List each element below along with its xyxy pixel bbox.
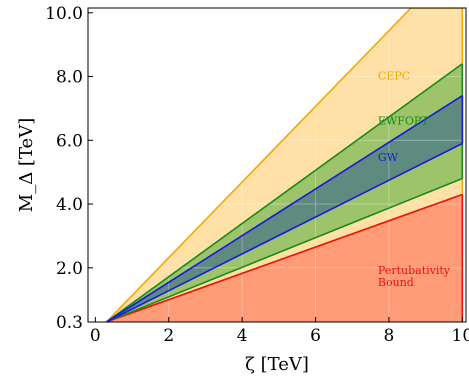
annotation-2: GW [378, 151, 399, 164]
annotation-3-line-0: Pertubativity [378, 264, 451, 277]
y-tick-label-5: 10.0 [45, 4, 83, 24]
annotation-3-line-1: Bound [378, 276, 414, 289]
line-pertubativity-bound-upper [106, 193, 463, 322]
y-tick-label-4: 8.0 [56, 68, 83, 88]
line-ewfopt-lower [106, 177, 463, 322]
annotation-3: Pertubativity Bound [378, 264, 451, 289]
annotation-0: CEPC [378, 70, 410, 83]
y-tick-label-1: 2.0 [56, 259, 83, 279]
x-tick-label-0: 0 [90, 326, 101, 346]
line-gw-upper [105, 94, 463, 322]
y-tick-label-3: 6.0 [56, 131, 83, 151]
annotation-1: EWFOPT [378, 114, 429, 127]
x-tick-label-2: 4 [237, 326, 248, 346]
line-gw-lower [105, 142, 463, 322]
x-axis-label: ζ [TeV] [245, 354, 309, 375]
x-tick-label-1: 2 [163, 326, 174, 346]
plot-frame [87, 7, 467, 323]
annotation-1-line-0: EWFOPT [378, 114, 429, 127]
annotation-0-line-0: CEPC [378, 70, 410, 83]
line-ewfopt-upper [105, 63, 463, 322]
y-axis-label: M_Δ [TeV] [16, 118, 37, 212]
plot-area [88, 8, 466, 322]
y-tick-label-2: 4.0 [56, 195, 83, 215]
x-tick-label-3: 6 [310, 326, 321, 346]
x-tick-label-5: 10 [452, 326, 469, 346]
y-tick-label-0: 0.3 [56, 313, 83, 333]
region-cepc [106, 8, 463, 322]
line-cepc-upper [105, 8, 463, 322]
annotation-2-line-0: GW [378, 151, 399, 164]
x-tick-label-4: 8 [384, 326, 395, 346]
